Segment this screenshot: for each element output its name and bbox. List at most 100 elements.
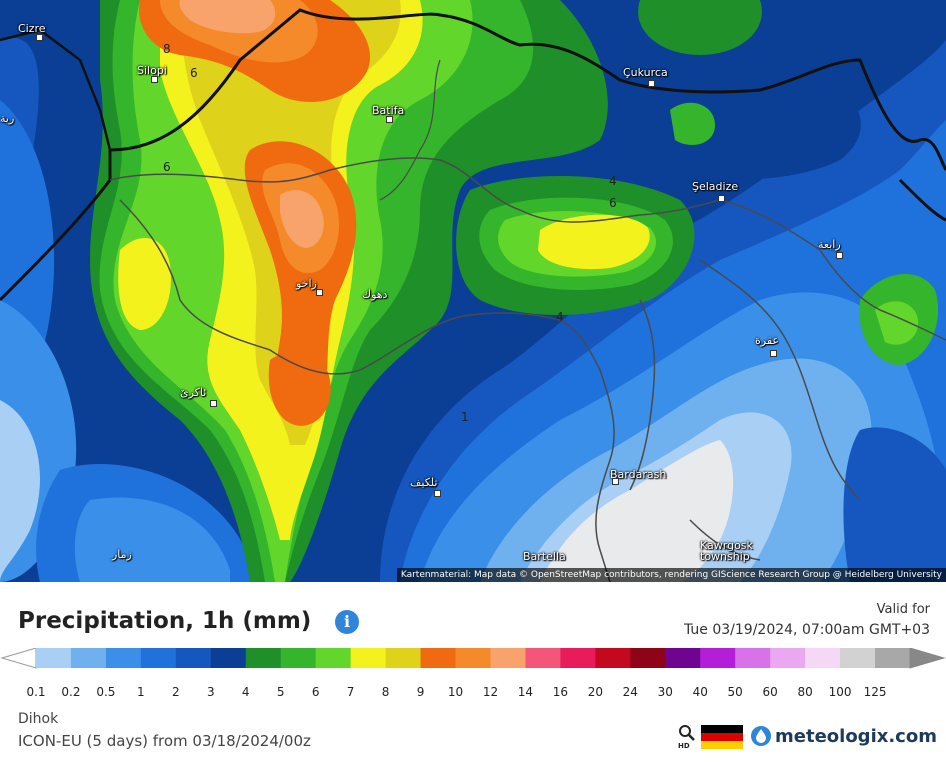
scale-tick-label: 30 xyxy=(657,685,673,699)
scale-swatch xyxy=(245,648,282,668)
legend-title: Precipitation, 1h (mm) xyxy=(18,608,312,634)
valid-time: Tue 03/19/2024, 07:00am GMT+03 xyxy=(684,622,930,638)
scale-swatch xyxy=(840,648,876,668)
place-label: دهوك xyxy=(362,288,388,301)
place-label: عقرة xyxy=(755,334,779,347)
scale-swatch xyxy=(875,648,911,668)
scale-tick-label: 80 xyxy=(797,685,813,699)
scale-tick-label: 2 xyxy=(172,685,180,699)
germany-flag-icon[interactable] xyxy=(701,725,743,749)
scale-swatch xyxy=(420,648,457,668)
place-label: Bardarash xyxy=(610,468,667,481)
contour-label: 4 xyxy=(609,174,617,188)
place-label: زمار xyxy=(112,548,132,561)
scale-tick-label: 14 xyxy=(517,685,534,699)
scale-swatch xyxy=(350,648,387,668)
contour-label: 6 xyxy=(163,160,171,174)
place-label: Şeladize xyxy=(692,180,739,193)
contour-label: 6 xyxy=(190,66,198,80)
scale-swatch xyxy=(630,648,666,668)
place-label: Bartella xyxy=(523,550,566,563)
scale-tick-label: 0.1 xyxy=(26,685,46,699)
scale-swatch xyxy=(525,648,561,668)
scale-tick-label: 4 xyxy=(241,685,250,699)
place-marker xyxy=(770,350,777,357)
search-icon[interactable] xyxy=(678,724,696,746)
place-marker xyxy=(836,252,843,259)
model-run: ICON-EU (5 days) from 03/18/2024/00z xyxy=(18,732,311,750)
place-label: Silopi xyxy=(137,64,167,77)
legend-panel: Precipitation, 1h (mm) i Valid for Tue 0… xyxy=(0,582,946,767)
scale-swatch xyxy=(455,648,491,668)
scale-tick-label: 10 xyxy=(447,685,464,699)
scale-swatch xyxy=(560,648,596,668)
hd-label: HD xyxy=(678,742,690,750)
scale-tick-label: 40 xyxy=(692,685,708,699)
contour-label: 6 xyxy=(609,196,617,210)
scale-high-arrow xyxy=(909,648,946,669)
scale-swatch xyxy=(210,648,247,668)
scale-tick-label: 0.5 xyxy=(96,685,116,699)
scale-tick-label: 125 xyxy=(863,685,887,699)
scale-swatch xyxy=(105,648,142,668)
scale-tick-label: 50 xyxy=(727,685,743,699)
precipitation-field xyxy=(0,0,946,582)
meteologix-logo-icon xyxy=(751,726,771,746)
scale-tick-label: 7 xyxy=(346,685,355,699)
scale-tick-label: 0.2 xyxy=(61,685,81,699)
scale-swatch xyxy=(385,648,422,668)
scale-swatch xyxy=(665,648,701,668)
meteologix-logo[interactable]: meteologix.com xyxy=(750,723,937,749)
scale-tick-label: 12 xyxy=(482,685,499,699)
precipitation-map[interactable]: Cizre Silopi Batifa Çukurca Şeladize زاخو دهوك… xyxy=(0,0,946,582)
scale-swatch xyxy=(70,648,107,668)
scale-low-arrow xyxy=(0,648,37,669)
place-marker xyxy=(718,195,725,202)
scale-swatch xyxy=(770,648,806,668)
scale-swatch xyxy=(175,648,212,668)
scale-tick-label: 8 xyxy=(381,685,390,699)
place-marker xyxy=(316,289,323,296)
scale-tick-label: 24 xyxy=(622,685,638,699)
color-scale-bar xyxy=(0,648,946,669)
place-marker xyxy=(36,34,43,41)
scale-tick-label: 20 xyxy=(587,685,603,699)
scale-swatch xyxy=(700,648,736,668)
info-icon[interactable]: i xyxy=(335,610,359,634)
scale-tick-label: 1 xyxy=(137,685,145,699)
place-label: رابعة xyxy=(818,238,841,251)
contour-label: 8 xyxy=(163,42,171,56)
scale-tick-label: 6 xyxy=(311,685,320,699)
place-label: Çukurca xyxy=(623,66,668,79)
valid-for-label: Valid for xyxy=(876,602,930,617)
place-label: زاخو xyxy=(296,277,317,290)
place-marker xyxy=(648,80,655,87)
contour-label: 1 xyxy=(461,410,469,424)
place-marker xyxy=(434,490,441,497)
scale-swatch xyxy=(735,648,771,668)
place-marker xyxy=(210,400,217,407)
place-label: Kawrgosk township xyxy=(700,539,753,563)
scale-tick-label: 60 xyxy=(762,685,778,699)
place-label: تلكيف xyxy=(410,476,438,489)
scale-tick-label: 3 xyxy=(206,685,215,699)
contour-label: 4 xyxy=(556,310,564,324)
scale-swatch xyxy=(805,648,841,668)
place-label: ئاكرێ xyxy=(180,386,207,399)
scale-swatch xyxy=(490,648,526,668)
scale-swatch xyxy=(280,648,317,668)
map-attribution: Kartenmaterial: Map data © OpenStreetMap… xyxy=(396,568,946,582)
scale-swatch xyxy=(595,648,631,668)
place-marker xyxy=(612,478,619,485)
scale-tick-label: 5 xyxy=(276,685,285,699)
scale-tick-label: 16 xyxy=(552,685,569,699)
place-label: Batifa xyxy=(372,104,405,117)
place-marker xyxy=(386,116,393,123)
place-label: رية xyxy=(0,112,15,125)
scale-swatch xyxy=(140,648,177,668)
scale-tick-label: 100 xyxy=(828,685,852,699)
brand-name: meteologix.com xyxy=(775,725,937,747)
scale-swatch xyxy=(315,648,352,668)
place-marker xyxy=(151,76,158,83)
scale-tick-label: 9 xyxy=(416,685,425,699)
